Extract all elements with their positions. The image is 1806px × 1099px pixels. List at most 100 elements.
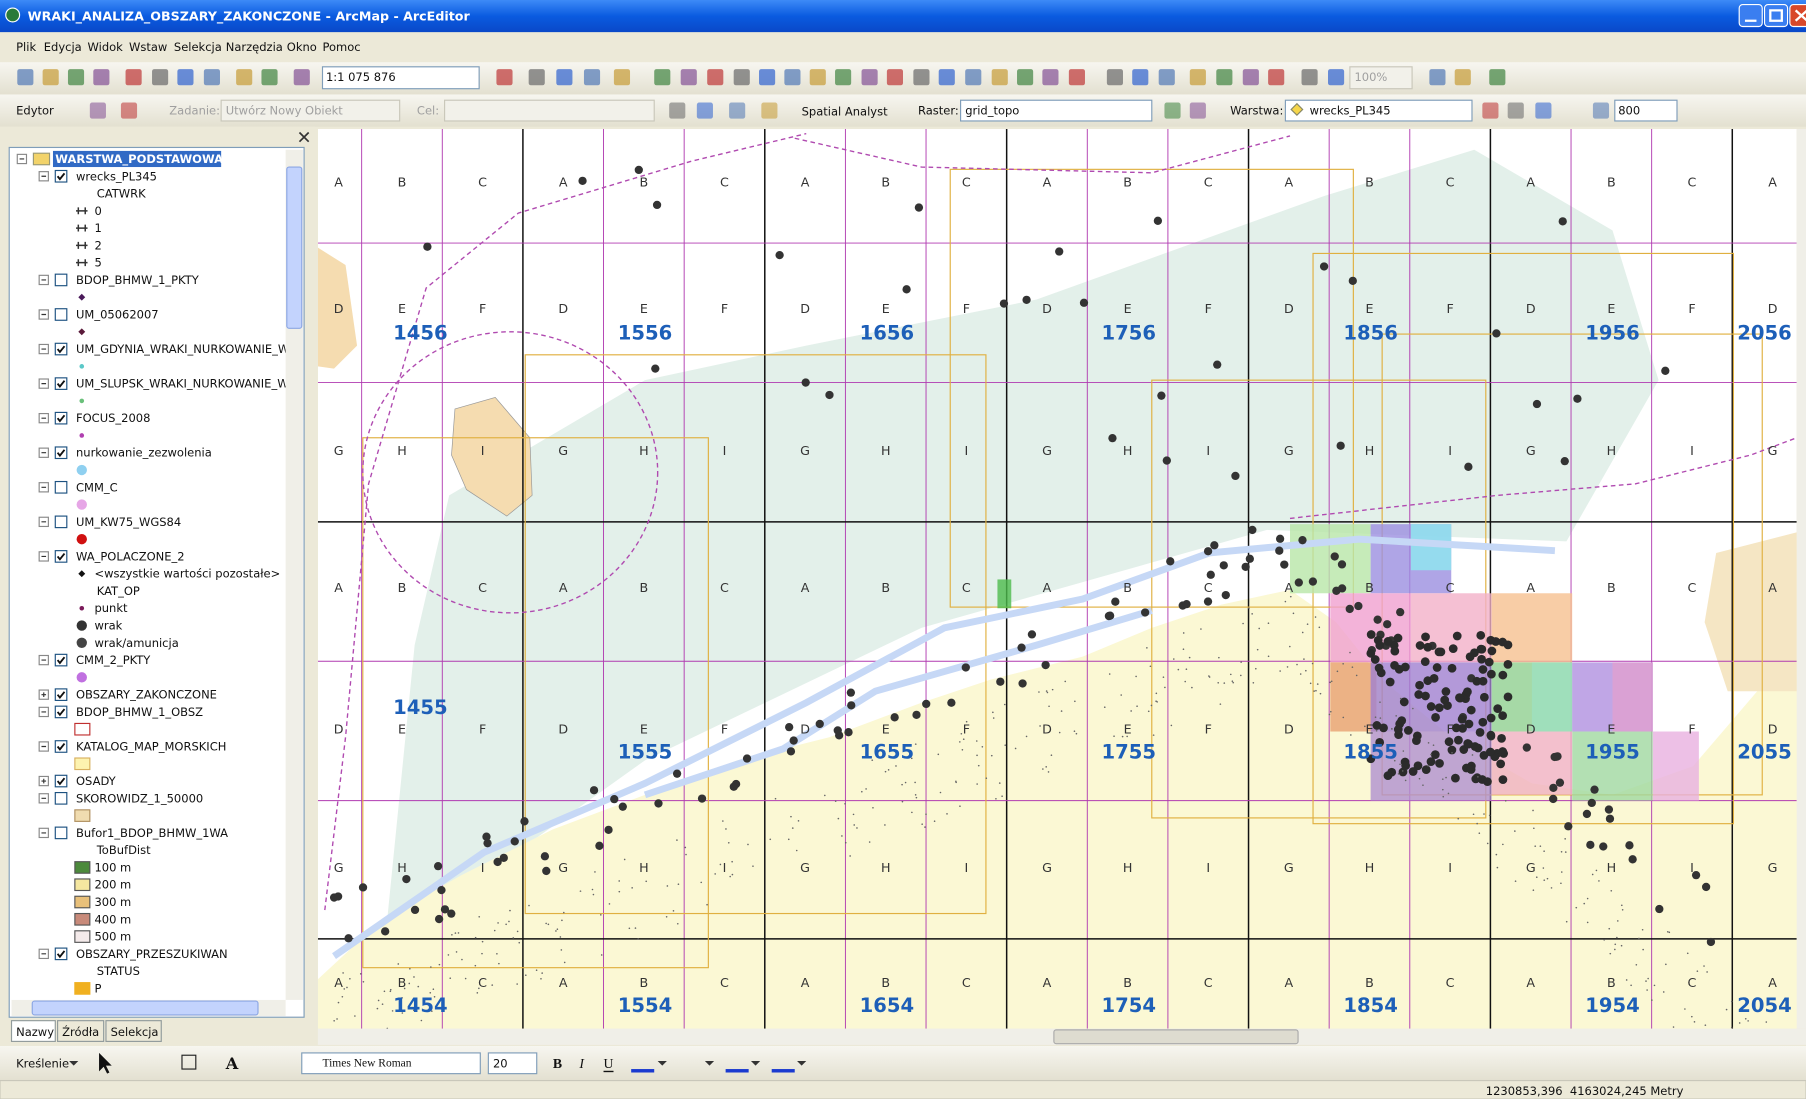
italic-button[interactable]: I [578,1056,585,1071]
text-tool[interactable]: A [225,1054,239,1073]
toolbar-button[interactable] [696,102,713,119]
toolbar-button[interactable] [67,69,85,86]
layer-name[interactable]: FOCUS_2008 [76,411,150,425]
layer-name[interactable]: OBSZARY_PRZESZUKIWAN [76,947,228,961]
toolbar-button[interactable] [125,69,142,86]
toolbar-button[interactable] [1301,69,1318,86]
toolbar-button[interactable] [1242,69,1259,86]
toolbar-button[interactable] [886,69,903,86]
layer-name[interactable]: WA_POLACZONE_2 [76,549,185,563]
line-color[interactable] [725,1069,749,1073]
layer-checkbox[interactable] [54,826,68,840]
toolbar-button[interactable] [1535,102,1552,119]
rectangle-tool[interactable] [181,1054,197,1070]
toolbar-button[interactable] [913,69,930,86]
toolbar-button[interactable] [1454,69,1471,86]
toolbar-button[interactable] [733,69,750,86]
toolbar-button[interactable] [1042,69,1059,86]
toolbar-button[interactable] [991,69,1008,86]
layer-checkbox[interactable] [54,480,68,494]
toolbar-button[interactable] [93,69,110,86]
toolbar-button[interactable] [293,69,310,86]
toolbar-button[interactable] [1429,69,1446,86]
spatial-analyst-menu[interactable]: Spatial Analyst [802,105,888,119]
toc-close[interactable] [298,131,310,143]
map-hscroll-thumb[interactable] [1053,1029,1299,1045]
toolbar-button[interactable] [1068,69,1085,86]
toolbar-button[interactable] [89,102,106,119]
toolbar-button[interactable] [654,69,671,86]
toolbar-button[interactable] [1106,69,1123,86]
toolbar-button[interactable] [1164,102,1181,119]
layer-name[interactable]: CMM_C [76,480,118,494]
tab-label[interactable]: Źródła [62,1024,99,1039]
toolbar-button[interactable] [707,69,724,86]
raster-box[interactable] [960,99,1153,122]
layer-name[interactable]: UM_KW75_WGS84 [76,515,181,529]
tab[interactable] [57,1020,105,1042]
layer-name[interactable]: BDOP_BHMW_1_OBSZ [76,705,203,719]
menu-item[interactable]: Wstaw [129,40,167,54]
toolbar-button[interactable] [1158,69,1175,86]
toolbar-button[interactable] [1328,69,1345,86]
toolbar-button[interactable] [1132,69,1149,86]
menu-item[interactable]: Pomoc [323,40,361,54]
layer-name[interactable]: KATALOG_MAP_MORSKICH [76,739,226,753]
toolbar-button[interactable] [17,69,34,86]
layer-name[interactable]: OSADY [76,774,117,788]
minimize-button[interactable] [1738,4,1763,28]
menu-item[interactable]: Okno [287,40,317,54]
layer-checkbox[interactable] [54,273,68,287]
toolbar-button[interactable] [120,102,138,119]
editor-menu[interactable]: Edytor [16,104,54,118]
toolbar-button[interactable] [528,69,545,86]
layer-name[interactable]: SKOROWIDZ_1_50000 [76,791,203,805]
layer-name[interactable]: UM_SLUPSK_WRAKI_NURKOWANIE_W [76,377,289,391]
toolbar-button[interactable] [613,69,631,86]
toolbar-button[interactable] [1507,102,1524,119]
menu-item[interactable]: Selekcja [174,40,222,54]
drawing-menu[interactable]: Kreślenie [16,1056,69,1070]
toolbar-button[interactable] [1489,69,1506,86]
toolbar-button[interactable] [965,69,982,86]
layer-name[interactable]: UM_GDYNIA_WRAKI_NURKOWANIE_W [76,342,289,356]
marker-color[interactable] [771,1069,795,1073]
font-box[interactable] [301,1052,481,1075]
toolbar-button[interactable] [1482,102,1499,119]
maximize-button[interactable] [1763,4,1789,28]
toolbar-button[interactable] [938,69,955,86]
toolbar-button[interactable] [761,102,778,119]
menu-item[interactable]: Plik [16,40,36,54]
layer-checkbox[interactable] [54,791,68,805]
layer-name[interactable]: nurkowanie_zezwolenia [76,446,212,460]
toolbar-button[interactable] [261,69,278,86]
toc-scroll-thumb[interactable] [286,166,303,329]
font-color[interactable] [631,1069,655,1073]
tab-label[interactable]: Selekcja [111,1025,159,1039]
toolbar-button[interactable] [42,69,59,86]
value-box[interactable] [1614,99,1678,122]
toolbar-button[interactable] [1592,102,1610,119]
underline-button[interactable]: U [604,1056,614,1071]
layer-name[interactable]: CMM_2_PKTY [76,653,151,667]
select-tool[interactable] [99,1052,112,1074]
tab[interactable] [105,1020,162,1042]
size-box[interactable] [487,1052,538,1075]
toolbar-button[interactable] [496,69,513,86]
scale-box[interactable] [321,66,480,90]
tab-label[interactable]: Nazwy [16,1025,54,1039]
layer-checkbox[interactable] [54,515,68,529]
toolbar-button[interactable] [203,69,220,86]
layer-name[interactable]: OBSZARY_ZAKONCZONE [76,688,217,702]
toolbar-button[interactable] [556,69,573,86]
tab[interactable] [10,1020,56,1042]
toolbar-button[interactable] [784,69,801,86]
toolbar-button[interactable] [835,69,852,86]
bold-button[interactable]: B [553,1056,562,1071]
toolbar-button[interactable] [1268,69,1285,86]
toolbar-button[interactable] [809,69,826,86]
toolbar-button[interactable] [177,69,194,86]
toolbar-button[interactable] [1189,69,1206,86]
menu-item[interactable]: Edycja [44,40,82,54]
toc-scrollbar[interactable] [285,149,303,1000]
